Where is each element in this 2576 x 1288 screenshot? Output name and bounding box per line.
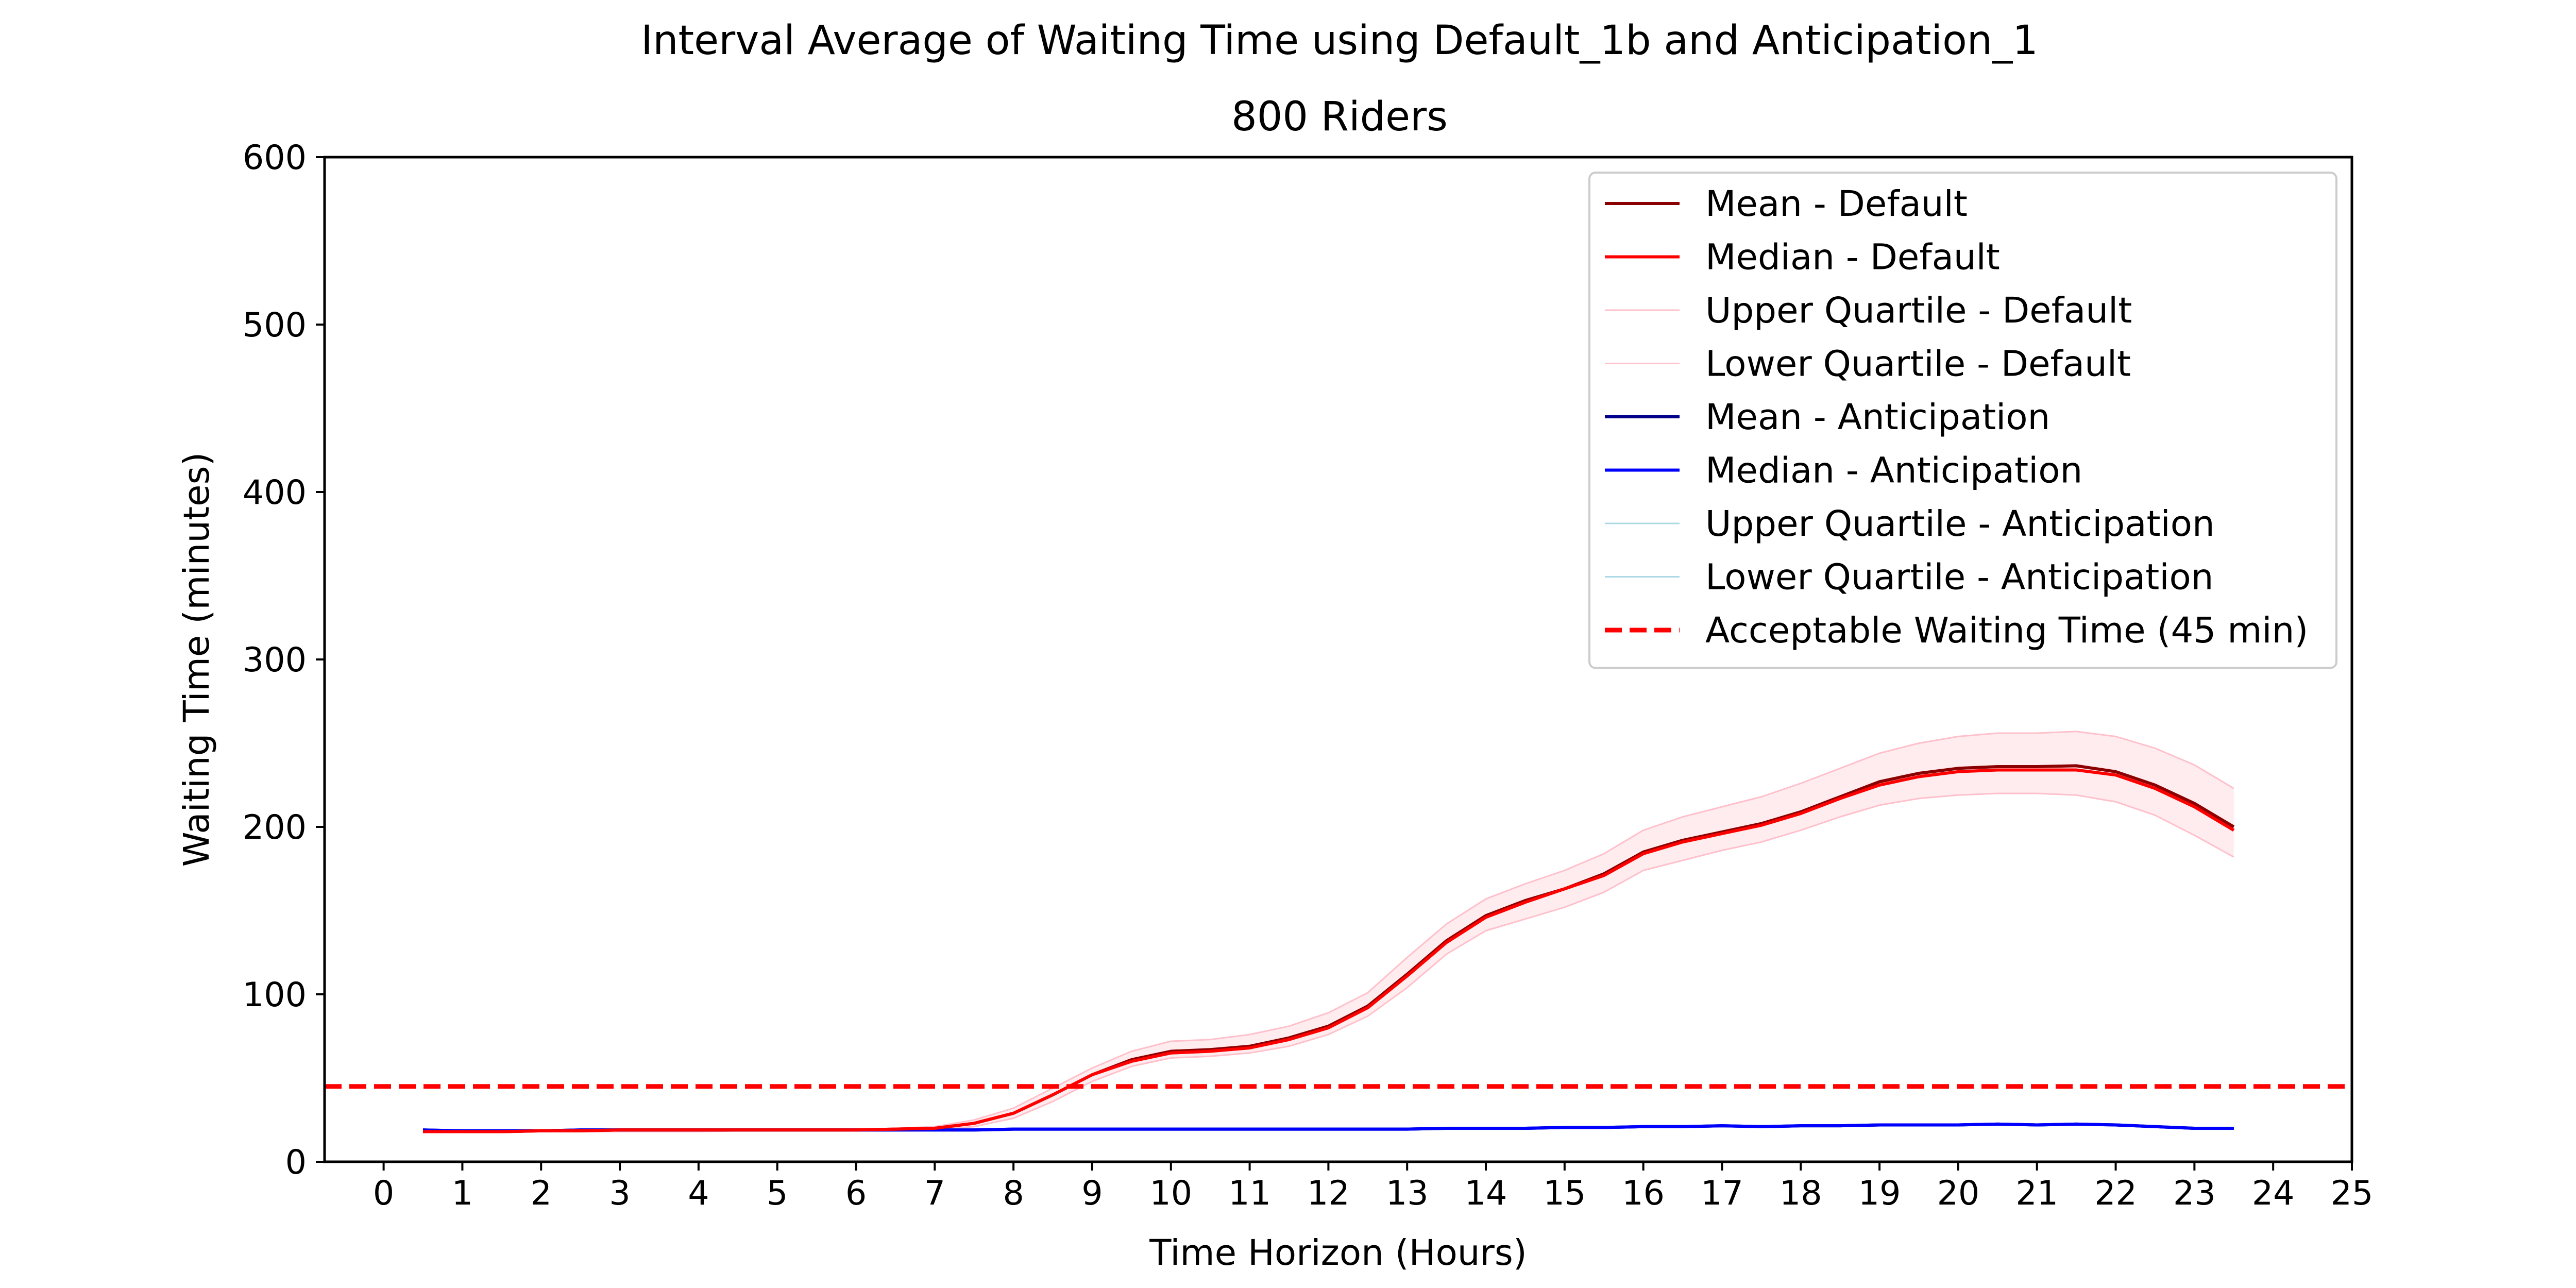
y-axis: 0 100 200 300 400 500 600	[243, 139, 325, 1182]
x-tick-label-23: 23	[2173, 1174, 2216, 1213]
series-lines	[422, 731, 2235, 1133]
chart-subtitle: 800 Riders	[1231, 94, 1448, 140]
x-tick-label-14: 14	[1465, 1174, 1507, 1213]
x-tick-label-12: 12	[1307, 1174, 1350, 1213]
x-tick-label-20: 20	[1937, 1174, 1980, 1213]
x-tick-label-16: 16	[1622, 1174, 1665, 1213]
band-0	[423, 731, 2234, 1133]
legend: Mean - Default Median - Default Upper Quar…	[1588, 172, 2337, 669]
x-tick-label-10: 10	[1149, 1174, 1192, 1213]
x-axis-label: Time Horizon (Hours)	[1149, 1232, 1527, 1274]
legend-label-8: Acceptable Waiting Time (45 min)	[1705, 610, 2308, 651]
y-tick-label-2: 200	[243, 808, 307, 847]
y-axis-label: Waiting Time (minutes)	[176, 452, 217, 867]
x-tick-label-1: 1	[452, 1174, 473, 1213]
y-tick-label-6: 600	[243, 139, 307, 177]
y-tick-label-0: 0	[285, 1143, 307, 1182]
x-tick-label-22: 22	[2094, 1174, 2137, 1213]
y-tick-label-1: 100	[243, 976, 307, 1014]
legend-label-4: Mean - Anticipation	[1705, 397, 2050, 438]
x-tick-label-5: 5	[767, 1174, 788, 1213]
x-tick-label-21: 21	[2015, 1174, 2058, 1213]
x-tick-label-11: 11	[1228, 1174, 1271, 1213]
x-tick-label-19: 19	[1858, 1174, 1901, 1213]
x-axis: 0 1 2 3 4 5 6 7 8 9 10 11 12 13 14 15 16 17 18 19 20 21 22 23 24…	[373, 1162, 2373, 1213]
y-tick-label-3: 300	[243, 641, 307, 680]
x-tick-label-13: 13	[1386, 1174, 1429, 1213]
x-tick-label-8: 8	[1003, 1174, 1024, 1213]
x-tick-label-25: 25	[2331, 1174, 2374, 1213]
x-tick-label-17: 17	[1701, 1174, 1743, 1213]
series-line-1	[423, 768, 2235, 1133]
x-tick-label-2: 2	[531, 1174, 552, 1213]
legend-label-3: Lower Quartile - Default	[1705, 344, 2131, 385]
y-tick-label-4: 400	[243, 473, 307, 512]
x-tick-label-15: 15	[1543, 1174, 1586, 1213]
x-tick-label-6: 6	[845, 1174, 867, 1213]
x-tick-label-9: 9	[1081, 1174, 1103, 1213]
x-tick-label-24: 24	[2252, 1174, 2295, 1213]
x-tick-label-7: 7	[924, 1174, 945, 1213]
legend-label-7: Lower Quartile - Anticipation	[1705, 557, 2213, 598]
legend-label-2: Upper Quartile - Default	[1705, 290, 2132, 331]
x-tick-label-3: 3	[609, 1174, 630, 1213]
legend-label-0: Mean - Default	[1705, 183, 1968, 225]
legend-label-6: Upper Quartile - Anticipation	[1705, 503, 2215, 545]
x-tick-label-18: 18	[1780, 1174, 1822, 1213]
chart-title: Interval Average of Waiting Time using D…	[641, 18, 2038, 64]
legend-label-5: Median - Anticipation	[1705, 450, 2082, 492]
legend-box	[1588, 172, 2337, 669]
legend-label-1: Median - Default	[1705, 237, 2000, 278]
x-tick-label-4: 4	[688, 1174, 709, 1213]
x-tick-label-0: 0	[373, 1174, 394, 1213]
y-tick-label-5: 500	[243, 306, 307, 345]
